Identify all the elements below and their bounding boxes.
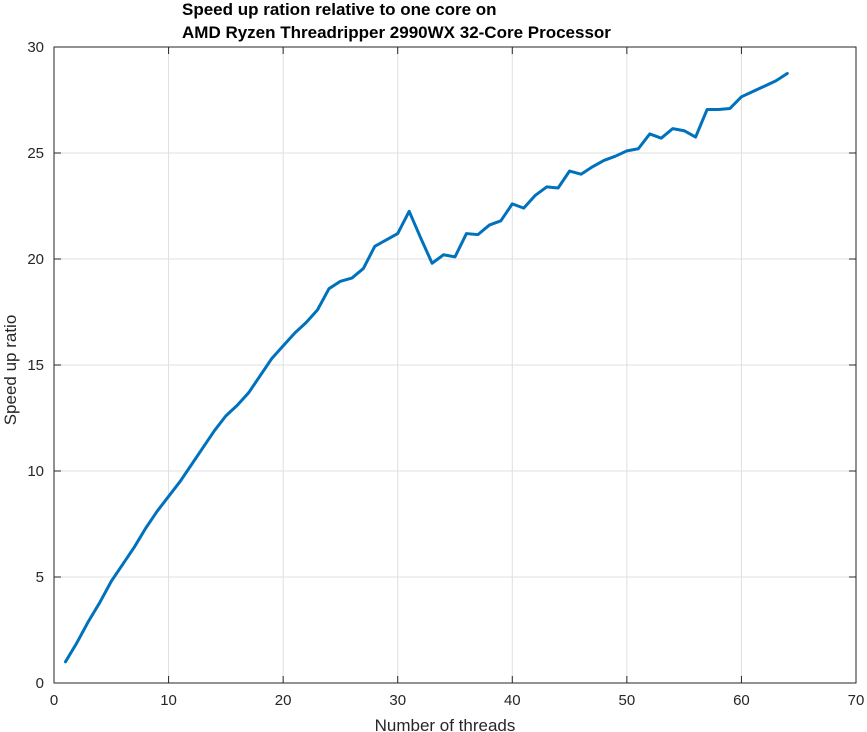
x-tick-label: 70	[848, 692, 865, 709]
y-tick-label: 15	[27, 357, 44, 374]
y-axis-ticks: 0 5 10 15 20 25 30	[27, 39, 856, 692]
x-axis-label: Number of threads	[375, 716, 516, 732]
y-tick-label: 0	[36, 675, 44, 692]
series-line-speedup	[63, 72, 789, 664]
y-axis-label: Speed up ratio	[1, 315, 20, 426]
x-tick-label: 20	[275, 692, 292, 709]
x-tick-label: 30	[389, 692, 406, 709]
y-tick-label: 5	[36, 569, 44, 586]
x-tick-label: 50	[619, 692, 636, 709]
y-gridlines	[54, 152, 856, 578]
y-tick-label: 25	[27, 145, 44, 162]
x-tick-label: 40	[504, 692, 521, 709]
x-tick-label: 0	[50, 692, 58, 709]
chart-title-line-2: AMD Ryzen Threadripper 2990WX 32-Core Pr…	[182, 23, 611, 42]
x-tick-label: 10	[160, 692, 177, 709]
y-tick-label: 10	[27, 463, 44, 480]
x-axis-ticks: 0 10 20 30 40 50 60 70	[50, 47, 865, 709]
y-tick-label: 20	[27, 251, 44, 268]
chart-title-line-1: Speed up ration relative to one core on	[182, 0, 497, 19]
x-tick-label: 60	[733, 692, 750, 709]
y-tick-label: 30	[27, 39, 44, 56]
